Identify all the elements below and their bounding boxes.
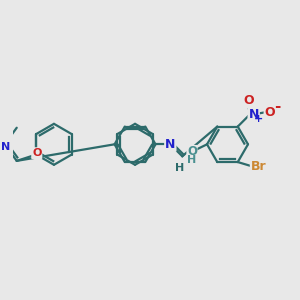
Text: O: O: [265, 106, 275, 118]
Text: H: H: [187, 155, 196, 165]
Text: -: -: [274, 99, 280, 114]
Text: N: N: [165, 138, 175, 151]
Text: O: O: [32, 148, 41, 158]
Text: N: N: [1, 142, 10, 152]
Text: N: N: [248, 108, 259, 121]
Text: O: O: [243, 94, 254, 107]
Text: H: H: [175, 163, 184, 172]
Text: O: O: [187, 146, 197, 158]
Text: Br: Br: [250, 160, 266, 173]
Text: +: +: [254, 115, 263, 124]
